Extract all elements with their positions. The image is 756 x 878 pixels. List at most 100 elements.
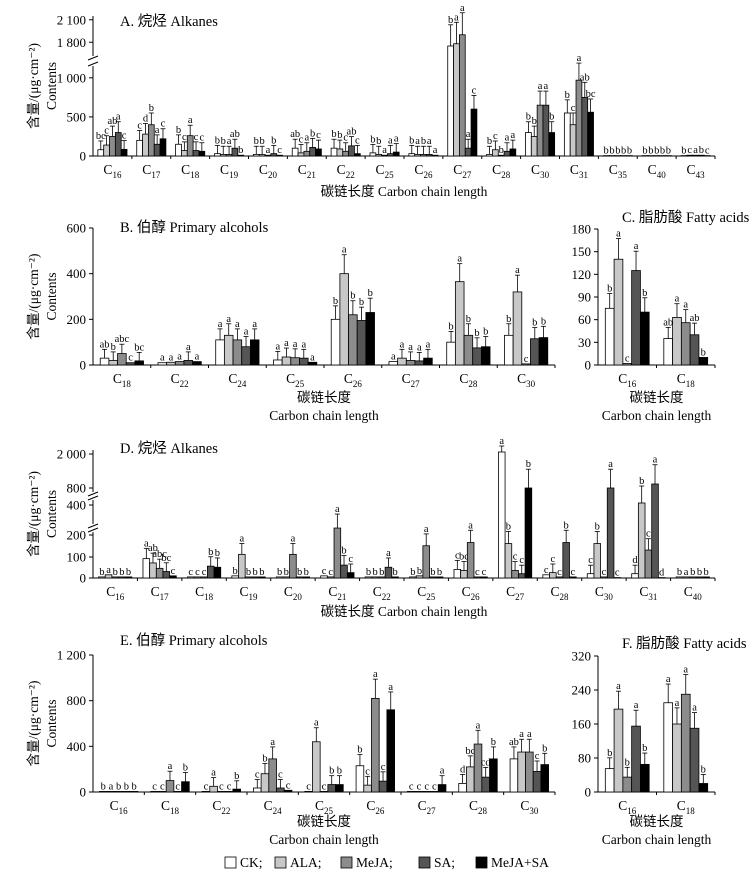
y-tick-label: 800 bbox=[67, 481, 87, 496]
significance-letter: c bbox=[194, 132, 199, 143]
significance-letter: b bbox=[595, 521, 600, 532]
significance-letter: b bbox=[215, 135, 220, 146]
y-axis-label: 含量/(μg·cm⁻²) bbox=[26, 471, 41, 557]
bar-d-c26-ala bbox=[460, 570, 468, 579]
significance-letter: b bbox=[277, 567, 282, 578]
significance-letter: c bbox=[122, 131, 127, 142]
bar-a-c19-ck bbox=[214, 153, 221, 157]
significance-letter: b bbox=[690, 567, 695, 578]
significance-letter: c bbox=[161, 119, 166, 130]
y-tick-label: 1 000 bbox=[57, 70, 86, 85]
y-tick-label: 80 bbox=[578, 751, 591, 766]
bar-e-c24-meja-sa bbox=[283, 789, 293, 793]
axis-break-mark bbox=[87, 491, 99, 497]
axis-break bbox=[89, 492, 97, 500]
bar-a-c27-ala bbox=[453, 43, 460, 157]
bar-f-c16-ck bbox=[604, 768, 615, 793]
significance-letter: b bbox=[183, 762, 188, 773]
bar-e-c28-ck bbox=[458, 783, 467, 793]
significance-letter: b bbox=[532, 116, 537, 127]
bar-e-c18-meja-sa bbox=[181, 781, 190, 793]
significance-letter: a bbox=[195, 352, 200, 363]
y-tick-label: 2 100 bbox=[57, 12, 86, 27]
significance-letter: b bbox=[208, 547, 213, 558]
significance-letter: c bbox=[381, 762, 386, 773]
x-axis-label: Carbon chain length bbox=[269, 408, 379, 423]
bar-d-c31-ala bbox=[637, 502, 646, 579]
y-tick-label: 160 bbox=[572, 717, 592, 732]
significance-letter: a bbox=[457, 254, 462, 265]
significance-letter: b bbox=[368, 288, 373, 299]
significance-letter: b bbox=[565, 90, 570, 101]
significance-letter: b bbox=[409, 135, 414, 146]
significance-letter: b bbox=[215, 548, 220, 559]
bar-a-c17-sa bbox=[153, 143, 161, 157]
significance-letter: b bbox=[337, 766, 342, 777]
bar-b-c26-sa bbox=[356, 320, 367, 366]
significance-letter: b bbox=[487, 136, 492, 147]
significance-letter: c bbox=[175, 781, 180, 792]
bar-f-c18-meja bbox=[680, 693, 691, 793]
bar-a-c30-meja-sa bbox=[548, 132, 556, 157]
significance-letter: b bbox=[337, 130, 342, 141]
significance-letter: b bbox=[625, 757, 630, 768]
significance-letter: b bbox=[642, 146, 647, 157]
category-label: C31 bbox=[639, 584, 657, 602]
bar-b-c26-ala bbox=[339, 273, 349, 366]
significance-letter: a bbox=[408, 342, 413, 353]
x-axis-label: 碳链长度 bbox=[297, 390, 351, 405]
significance-letter: c bbox=[570, 567, 575, 578]
significance-letter: a bbox=[454, 12, 459, 23]
bar-b-c25-meja bbox=[290, 357, 300, 366]
significance-letter: a bbox=[160, 353, 165, 364]
category-label: C26 bbox=[462, 584, 481, 602]
significance-letter: b bbox=[615, 146, 620, 157]
significance-letter: b bbox=[99, 567, 104, 578]
bar-d-c31-sa bbox=[651, 483, 659, 579]
significance-letter: ab bbox=[580, 72, 590, 83]
bar-a-c26-meja bbox=[420, 154, 427, 157]
significance-letter: a bbox=[116, 112, 121, 123]
bar-e-c30-meja-sa bbox=[540, 764, 549, 793]
significance-letter: ab bbox=[148, 543, 158, 554]
significance-letter: b bbox=[234, 771, 239, 782]
bar-d-c17-sa bbox=[162, 571, 171, 579]
significance-letter: b bbox=[604, 146, 609, 157]
significance-letter: b bbox=[474, 328, 479, 339]
bar-f-c16-meja bbox=[622, 776, 633, 793]
panel-title: E. 伯醇 Primary alcohols bbox=[120, 632, 268, 649]
bar-c-c18-ck bbox=[663, 338, 673, 366]
category-label: C18 bbox=[195, 584, 214, 602]
bar-d-c30-meja-sa bbox=[613, 577, 621, 579]
bar-a-c25-ck bbox=[369, 152, 377, 157]
significance-letter: b bbox=[410, 567, 415, 578]
axis-break-mark bbox=[87, 495, 99, 501]
significance-letter: a bbox=[293, 339, 298, 350]
significance-letter: b bbox=[101, 781, 106, 792]
category-label: C22 bbox=[212, 798, 230, 816]
panel-title: C. 脂肪酸 Fatty acids bbox=[622, 209, 750, 226]
category-label: C16 bbox=[618, 371, 637, 389]
significance-letter: a bbox=[382, 145, 387, 156]
bar-e-c30-ala bbox=[517, 751, 526, 793]
significance-letter: c bbox=[316, 130, 321, 141]
significance-letter: a bbox=[386, 548, 391, 559]
bar-a-c17-ala bbox=[142, 133, 149, 157]
significance-letter: b bbox=[372, 567, 377, 578]
y-tick-label: 30 bbox=[578, 335, 591, 350]
significance-letter: c bbox=[646, 529, 651, 540]
bar-d-c16-meja-sa bbox=[124, 576, 133, 579]
significance-letter: c bbox=[322, 566, 327, 577]
bar-a-c30-sa bbox=[542, 104, 550, 157]
significance-letter: ab bbox=[663, 317, 673, 328]
legend-label: MeJA; bbox=[356, 855, 393, 870]
significance-letter: a bbox=[544, 81, 549, 92]
significance-letter: d bbox=[143, 113, 149, 124]
category-label: C18 bbox=[113, 371, 132, 389]
significance-letter: b bbox=[350, 291, 355, 302]
significance-letter: c bbox=[328, 567, 333, 578]
y-tick-label: 600 bbox=[67, 221, 87, 236]
legend-swatch bbox=[274, 856, 287, 869]
bar-b-c24-ala bbox=[223, 334, 234, 366]
